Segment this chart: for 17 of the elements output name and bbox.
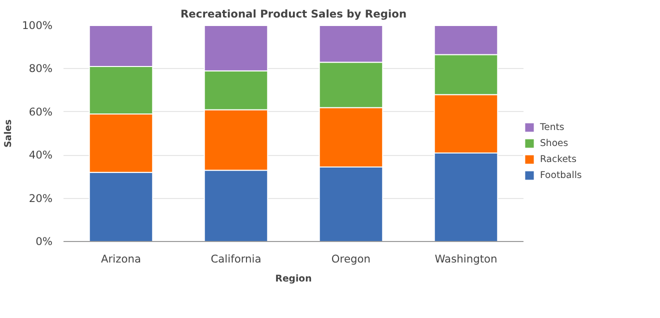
legend-label: Footballs bbox=[540, 170, 582, 180]
x-tick-label: Arizona bbox=[100, 252, 142, 266]
x-tick-label: Oregon bbox=[331, 252, 371, 266]
y-tick-label: 0% bbox=[36, 235, 52, 248]
x-tick-label: California bbox=[210, 252, 262, 266]
y-tick-label: 100% bbox=[22, 19, 53, 32]
y-tick-label: 20% bbox=[28, 192, 52, 205]
legend-label: Rackets bbox=[540, 154, 576, 164]
y-tick-label: 40% bbox=[28, 148, 52, 162]
legend-label: Shoes bbox=[540, 138, 568, 148]
x-tick-label: Washington bbox=[434, 252, 498, 266]
x-axis-title: Region bbox=[275, 274, 312, 284]
y-axis-title: Sales bbox=[3, 119, 14, 148]
y-tick-label: 80% bbox=[28, 62, 52, 76]
chart-title: Recreational Product Sales by Region bbox=[180, 8, 407, 20]
legend-label: Tents bbox=[540, 122, 564, 132]
y-tick-label: 60% bbox=[28, 105, 52, 118]
